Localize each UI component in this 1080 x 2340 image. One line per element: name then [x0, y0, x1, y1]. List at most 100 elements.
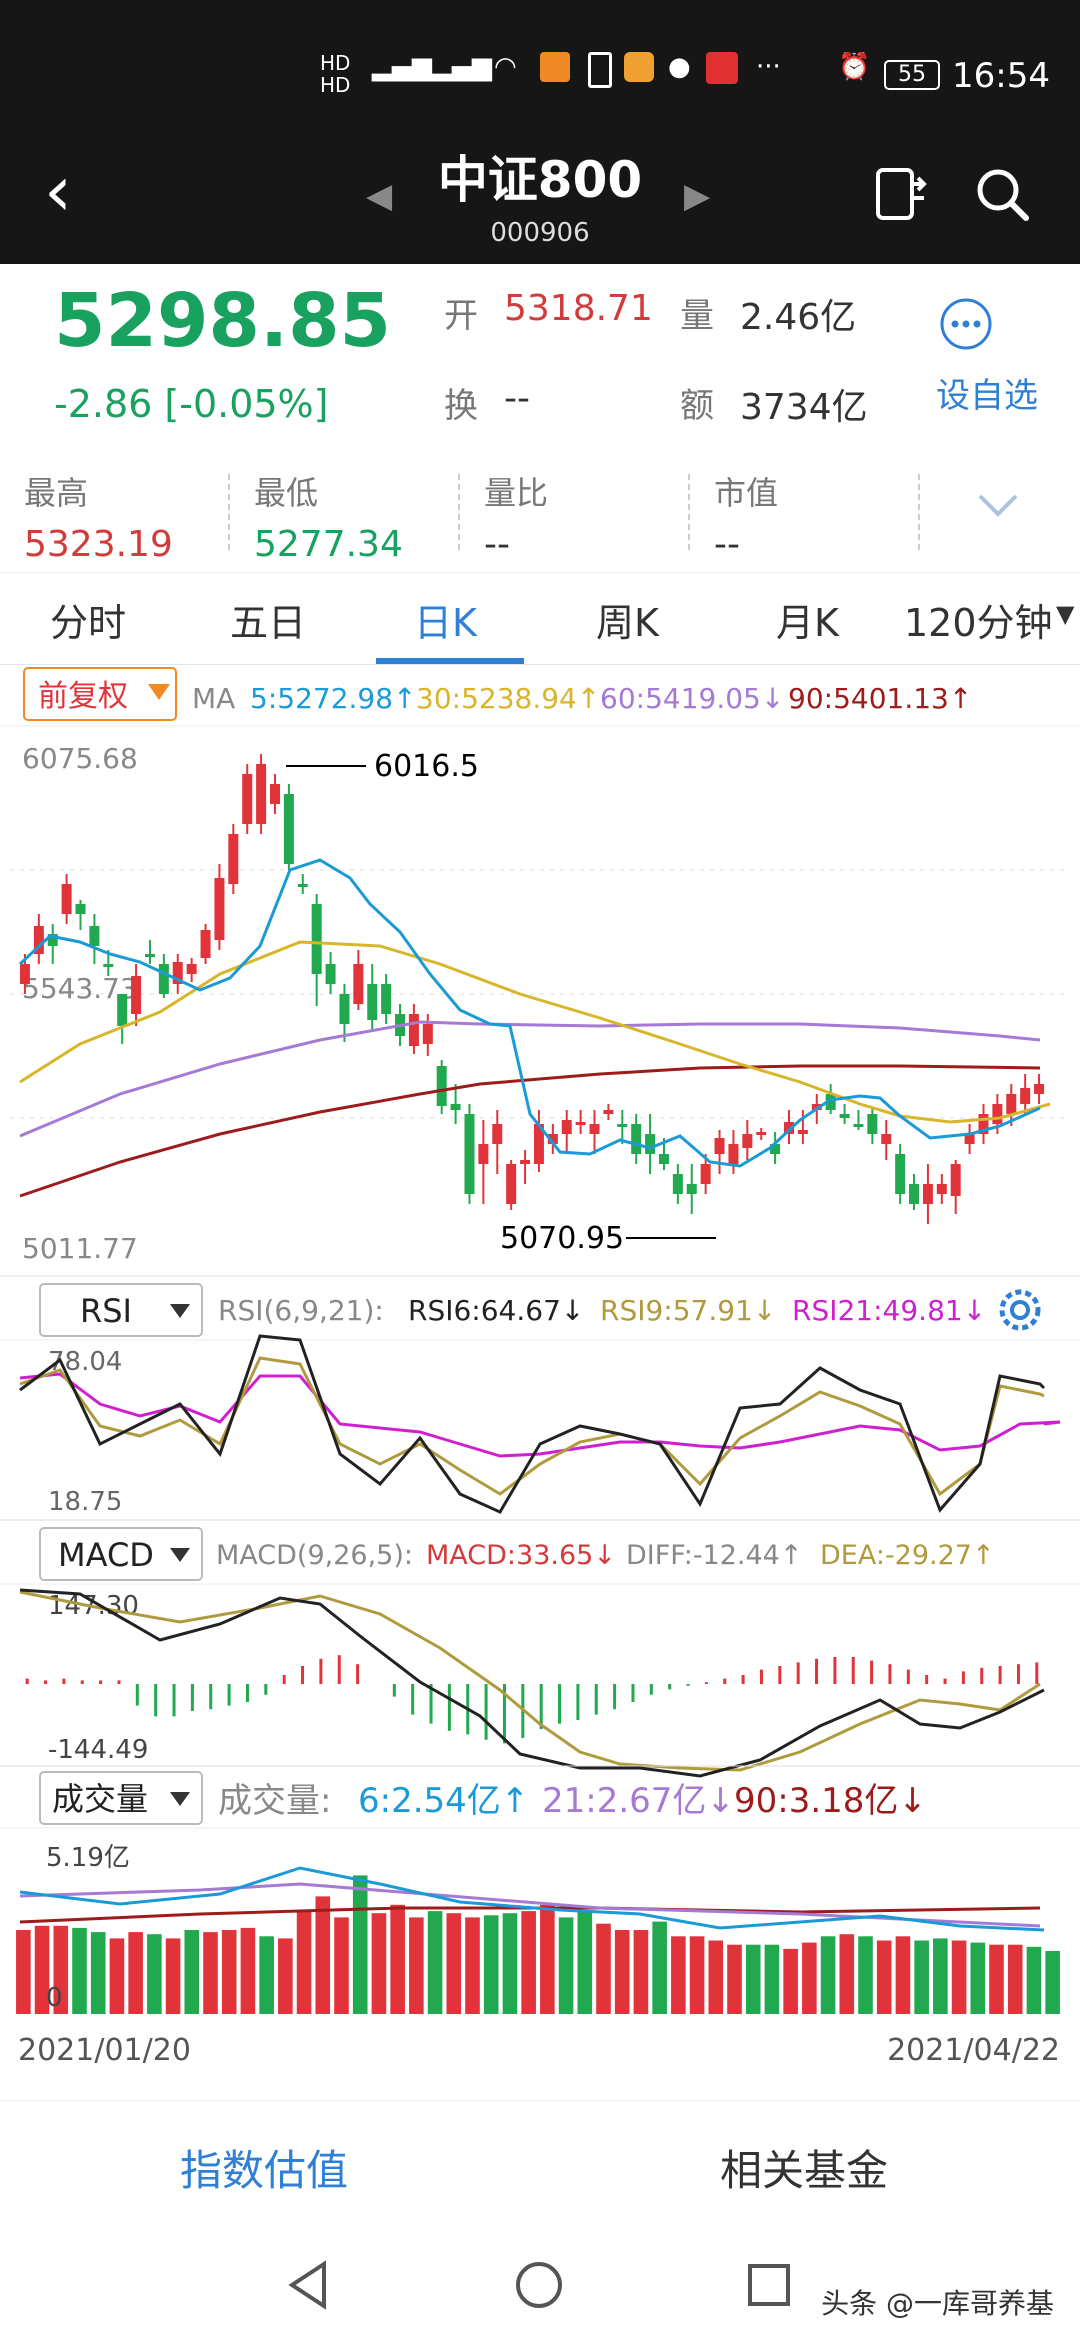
tab-intraday[interactable]: 分时 — [50, 601, 127, 645]
search-icon[interactable] — [972, 164, 1032, 224]
volume-bar — [876, 1940, 892, 2014]
volume-bar — [764, 1944, 780, 2014]
tab-five-day[interactable]: 五日 — [230, 601, 307, 645]
add-favorite-button[interactable]: 设自选 — [936, 376, 1038, 416]
volume-bar — [390, 1904, 405, 2014]
candle-body — [158, 964, 169, 994]
rsi9-legend: RSI9:57.91↓ — [600, 1294, 776, 1327]
rsi-params: RSI(6,9,21): — [218, 1294, 384, 1327]
candle-body — [506, 1164, 517, 1204]
related-funds-button[interactable]: 相关基金 — [720, 2146, 889, 2195]
bottom-actions: 指数估值 相关基金 — [0, 2100, 1080, 2231]
amount-value: 3734亿 — [740, 387, 868, 428]
nav-recents-icon[interactable] — [746, 2262, 792, 2308]
active-tab-indicator — [376, 658, 524, 664]
candle-body — [464, 1114, 475, 1194]
tab-120-minute[interactable]: 120分钟 — [904, 601, 1053, 645]
stat-label: 市值 — [714, 474, 779, 512]
settings-gear-icon[interactable] — [999, 1289, 1041, 1331]
page-title: 中证800 — [437, 151, 643, 209]
volume-bar — [895, 1936, 911, 2014]
volume-bar — [409, 1917, 424, 2014]
volume-label: 量 — [680, 296, 714, 336]
rsi-selector[interactable] — [39, 1283, 203, 1337]
signal-4g-icon: ▂▄▆ — [432, 52, 492, 82]
ma5-line — [18, 858, 1041, 1168]
candle-body — [770, 1144, 781, 1154]
tab-monthly-k[interactable]: 月K — [776, 601, 839, 645]
macd-selector[interactable] — [39, 1527, 203, 1581]
nav-home-icon[interactable] — [514, 2260, 564, 2310]
volume-bar — [502, 1913, 518, 2014]
candle-body — [381, 984, 392, 1014]
candlesticks — [19, 754, 1045, 1224]
more-icon[interactable] — [936, 294, 996, 354]
rsi6-legend: RSI6:64.67↓ — [408, 1294, 584, 1327]
candle-body — [422, 1024, 433, 1044]
candle-body — [436, 1066, 447, 1106]
candle-body — [617, 1124, 628, 1127]
volume-bar — [671, 1936, 686, 2014]
volume-bar — [352, 1875, 368, 2014]
candle-body — [186, 964, 197, 974]
candle-body — [478, 1144, 489, 1164]
volume-bar — [259, 1936, 274, 2014]
candle-body — [575, 1122, 586, 1125]
volume-bar — [914, 1940, 929, 2014]
candle-body — [547, 1134, 558, 1144]
candle-body — [311, 904, 322, 974]
chat-icon: ● — [668, 52, 691, 82]
volume-bar — [446, 1913, 462, 2014]
stat-low: 最低 5277.34 — [254, 468, 403, 565]
volume-bar — [783, 1948, 798, 2014]
candle-body — [492, 1124, 503, 1144]
volume-bar — [34, 1925, 50, 2014]
open-value: 5318.71 — [504, 288, 653, 329]
volume-bar — [184, 1930, 200, 2014]
candle-body — [672, 1174, 683, 1194]
index-valuation-button[interactable]: 指数估值 — [180, 2146, 349, 2195]
ma90-legend: 90:5401.13↑ — [788, 682, 972, 715]
candle-body — [214, 878, 225, 940]
candle-body — [881, 1134, 892, 1144]
macd-selector-label: MACD — [58, 1536, 154, 1574]
clock: 16:54 — [952, 56, 1050, 96]
expand-chevron-icon[interactable] — [976, 490, 1020, 520]
candle-body — [589, 1124, 600, 1134]
candle-body — [783, 1122, 795, 1134]
candle-body — [353, 964, 364, 1004]
volume-bar — [147, 1934, 162, 2014]
price-change: -2.86 [-0.05%] — [54, 382, 329, 426]
candle-body — [797, 1130, 808, 1134]
date-end-label: 2021/04/22 — [887, 2033, 1060, 2068]
volume-bar — [315, 1896, 331, 2014]
tab-daily-k[interactable]: 日K — [414, 601, 477, 645]
volume-bar — [1007, 1944, 1023, 2014]
volume-bar — [858, 1936, 873, 2014]
candle-body — [1020, 1088, 1031, 1104]
candle-body — [367, 984, 378, 1020]
turnover-label: 换 — [444, 386, 478, 426]
candle-body — [450, 1104, 461, 1110]
candle-body — [853, 1124, 864, 1127]
candle-body — [756, 1132, 767, 1135]
macd-params: MACD(9,26,5): — [216, 1540, 413, 1571]
switch-layout-icon[interactable] — [870, 164, 930, 224]
nav-back-icon[interactable] — [286, 2260, 330, 2310]
dropdown-arrow-icon[interactable]: ▼ — [1056, 600, 1075, 628]
tab-weekly-k[interactable]: 周K — [596, 601, 659, 645]
next-index-button[interactable]: ▶ — [684, 176, 711, 216]
volume-bar — [109, 1938, 125, 2014]
dea-legend: DEA:-29.27↑ — [820, 1540, 995, 1571]
stat-label: 最低 — [254, 474, 319, 512]
date-start-label: 2021/01/20 — [18, 2033, 191, 2068]
previous-index-button[interactable]: ◀ — [366, 176, 393, 216]
volume-ma6-line — [19, 1866, 1045, 1932]
volume-bar — [427, 1911, 443, 2014]
battery-saver-icon — [588, 52, 612, 88]
alarm-icon: ⏰ — [838, 52, 871, 82]
back-button[interactable]: ‹ — [44, 150, 72, 232]
volume-selector[interactable] — [39, 1771, 203, 1825]
top-bar: HD HD ▂▄▆ ▂▄▆ ◠ ● ··· ⏰ 55 16:54 ‹ ◀ 中证80… — [0, 0, 1080, 264]
adjust-selector[interactable] — [23, 667, 177, 721]
